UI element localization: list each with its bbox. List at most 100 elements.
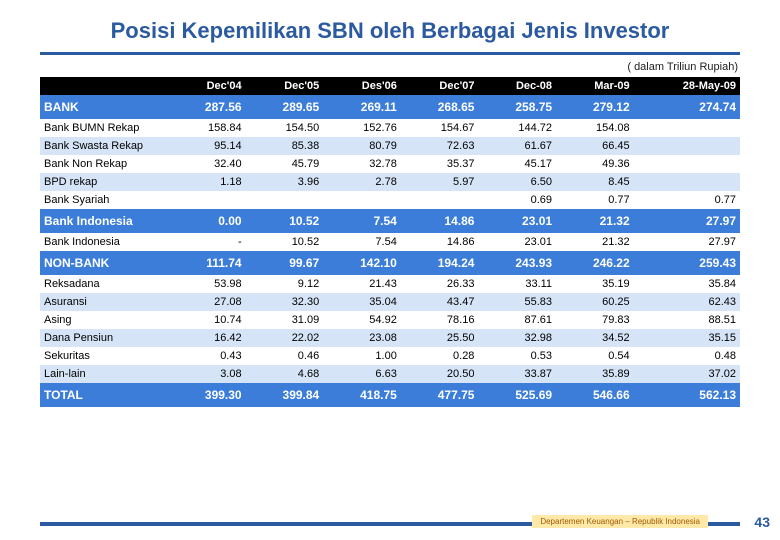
table-cell: 21.32 (556, 233, 634, 251)
total-cell: 418.75 (323, 383, 401, 407)
section-header-row: NON-BANK111.7499.67142.10194.24243.93246… (40, 251, 740, 275)
table-cell: 78.16 (401, 311, 479, 329)
table-cell: 54.92 (323, 311, 401, 329)
table-cell: 60.25 (556, 293, 634, 311)
table-cell: 21.43 (323, 275, 401, 293)
table-cell: 1.00 (323, 347, 401, 365)
table-cell (634, 155, 740, 173)
section-cell: 269.11 (323, 95, 401, 119)
section-cell: 279.12 (556, 95, 634, 119)
col-header: Dec'04 (168, 77, 246, 95)
table-cell (246, 191, 324, 209)
table-cell: Bank Swasta Rekap (40, 137, 168, 155)
col-header: Mar-09 (556, 77, 634, 95)
table-row: Dana Pensiun16.4222.0223.0825.5032.9834.… (40, 329, 740, 347)
table-cell: Bank BUMN Rekap (40, 119, 168, 137)
col-header: Dec'05 (246, 77, 324, 95)
table-cell: 0.46 (246, 347, 324, 365)
table-cell: 62.43 (634, 293, 740, 311)
table-row: Bank Indonesia-10.527.5414.8623.0121.322… (40, 233, 740, 251)
table-cell: 0.28 (401, 347, 479, 365)
table-cell: 53.98 (168, 275, 246, 293)
total-cell: 477.75 (401, 383, 479, 407)
section-cell: 99.67 (246, 251, 324, 275)
table-cell: 2.78 (323, 173, 401, 191)
table-cell: 10.74 (168, 311, 246, 329)
table-cell: 66.45 (556, 137, 634, 155)
col-header: Dec'07 (401, 77, 479, 95)
section-cell: NON-BANK (40, 251, 168, 275)
table-cell: 23.01 (478, 233, 556, 251)
table-row: BPD rekap1.183.962.785.976.508.45 (40, 173, 740, 191)
table-cell: 1.18 (168, 173, 246, 191)
table-cell: 80.79 (323, 137, 401, 155)
section-cell: 243.93 (478, 251, 556, 275)
table-cell: 32.78 (323, 155, 401, 173)
total-row: TOTAL399.30399.84418.75477.75525.69546.6… (40, 383, 740, 407)
table-cell: 0.69 (478, 191, 556, 209)
table-cell: 49.36 (556, 155, 634, 173)
table-cell: 5.97 (401, 173, 479, 191)
section-cell: 7.54 (323, 209, 401, 233)
section-header-row: BANK287.56289.65269.11268.65258.75279.12… (40, 95, 740, 119)
section-cell: 289.65 (246, 95, 324, 119)
unit-note: ( dalam Triliun Rupiah) (0, 61, 780, 77)
total-cell: 399.30 (168, 383, 246, 407)
table-cell: 6.63 (323, 365, 401, 383)
table-cell: 55.83 (478, 293, 556, 311)
table-cell (168, 191, 246, 209)
table-cell: 85.38 (246, 137, 324, 155)
data-table: Dec'04 Dec'05 Des'06 Dec'07 Dec-08 Mar-0… (40, 77, 740, 407)
table-cell: 25.50 (401, 329, 479, 347)
table-cell: 9.12 (246, 275, 324, 293)
table-cell: 45.79 (246, 155, 324, 173)
table-cell: Asuransi (40, 293, 168, 311)
table-cell: 14.86 (401, 233, 479, 251)
table-cell: 16.42 (168, 329, 246, 347)
table-cell (634, 137, 740, 155)
table-cell: 35.37 (401, 155, 479, 173)
table-cell: 10.52 (246, 233, 324, 251)
table-cell: 154.67 (401, 119, 479, 137)
section-cell: 287.56 (168, 95, 246, 119)
table-cell: 31.09 (246, 311, 324, 329)
section-cell: 27.97 (634, 209, 740, 233)
table-cell: 22.02 (246, 329, 324, 347)
footer-label: Departemen Keuangan – Republik Indonesia (532, 515, 708, 528)
table-row: Bank Swasta Rekap95.1485.3880.7972.6361.… (40, 137, 740, 155)
section-cell: 14.86 (401, 209, 479, 233)
total-cell: 399.84 (246, 383, 324, 407)
table-cell: 3.96 (246, 173, 324, 191)
col-header: Des'06 (323, 77, 401, 95)
table-cell: 27.08 (168, 293, 246, 311)
table-cell: 20.50 (401, 365, 479, 383)
table-cell: 95.14 (168, 137, 246, 155)
table-cell: 32.30 (246, 293, 324, 311)
table-cell: 27.97 (634, 233, 740, 251)
section-cell: 10.52 (246, 209, 324, 233)
table-cell: 144.72 (478, 119, 556, 137)
section-cell: 0.00 (168, 209, 246, 233)
col-header: 28-May-09 (634, 77, 740, 95)
table-cell (634, 119, 740, 137)
table-cell: 45.17 (478, 155, 556, 173)
table-body: BANK287.56289.65269.11268.65258.75279.12… (40, 95, 740, 407)
table-cell: - (168, 233, 246, 251)
section-cell: 268.65 (401, 95, 479, 119)
section-cell: 258.75 (478, 95, 556, 119)
table-cell: 0.54 (556, 347, 634, 365)
total-cell: 562.13 (634, 383, 740, 407)
section-cell: 194.24 (401, 251, 479, 275)
table-cell: Bank Indonesia (40, 233, 168, 251)
table-cell: 4.68 (246, 365, 324, 383)
section-cell: 259.43 (634, 251, 740, 275)
table-cell: 35.84 (634, 275, 740, 293)
table-cell: 32.98 (478, 329, 556, 347)
col-header (40, 77, 168, 95)
table-row: Sekuritas0.430.461.000.280.530.540.48 (40, 347, 740, 365)
table-cell: 35.19 (556, 275, 634, 293)
table-cell: 0.48 (634, 347, 740, 365)
section-cell: Bank Indonesia (40, 209, 168, 233)
table-cell (634, 173, 740, 191)
col-header: Dec-08 (478, 77, 556, 95)
